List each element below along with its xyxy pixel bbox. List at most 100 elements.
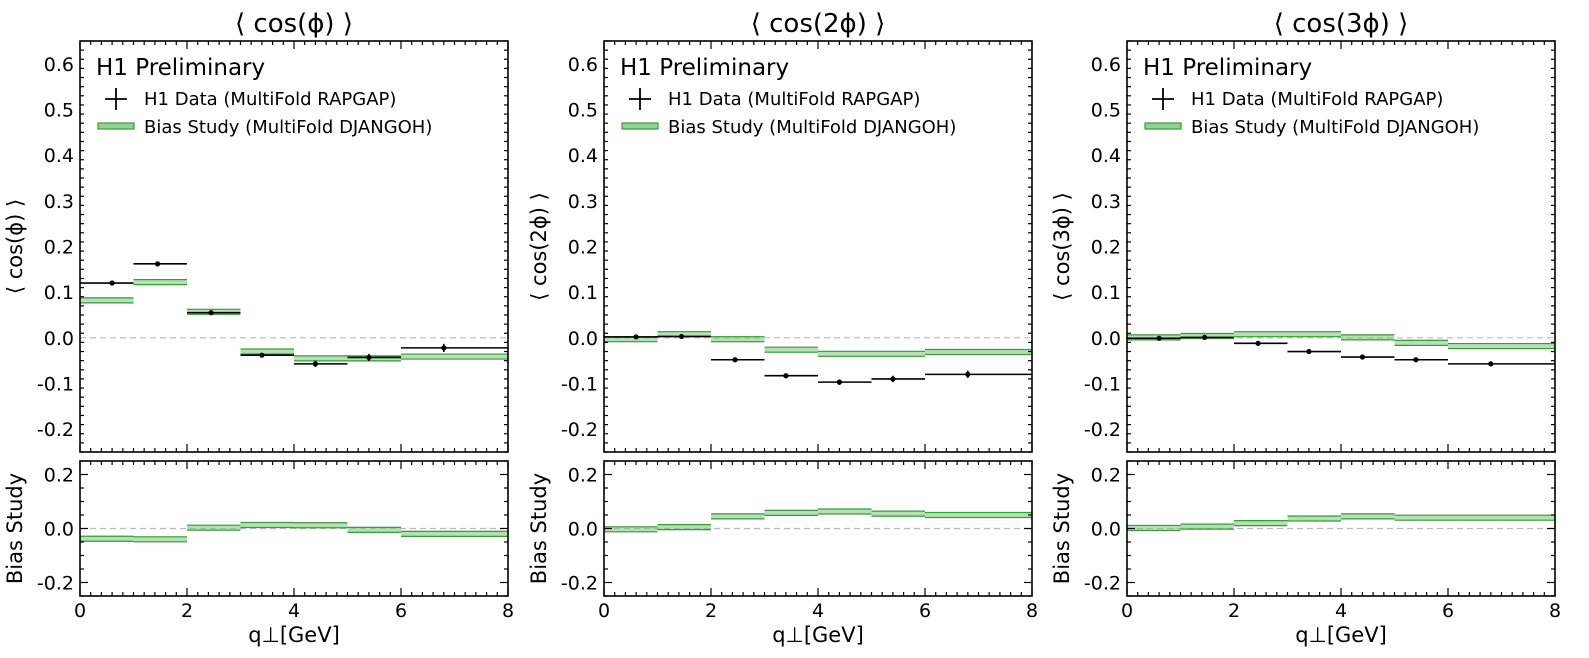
legend: H1 Data (MultiFold RAPGAP) Bias Study (Mu…: [621, 88, 956, 138]
x-tick-label: 2: [705, 600, 717, 622]
data-point: [1359, 354, 1365, 360]
legend: H1 Data (MultiFold RAPGAP) Bias Study (Mu…: [1144, 88, 1479, 138]
chart-title: ⟨ cos(2ϕ) ⟩: [751, 9, 886, 39]
ratio-y-tick-label: 0.0: [568, 519, 598, 541]
legend-bias-marker: [97, 122, 135, 130]
bias-band: [711, 336, 765, 343]
data-point: [1488, 361, 1494, 367]
ratio-band: [1394, 514, 1448, 521]
y-tick-label: 0.6: [1091, 54, 1121, 76]
ratio-y-tick-label: -0.2: [1084, 573, 1121, 595]
legend-bias-label: Bias Study (MultiFold DJANGOH): [668, 117, 956, 138]
ratio-band: [1341, 513, 1395, 520]
y-tick-label: 0.5: [1091, 100, 1121, 122]
y-tick-label: 0.4: [1091, 145, 1121, 167]
ratio-y-tick-label: 0.0: [1091, 519, 1121, 541]
chart-panel-1: ⟨ cos(ϕ) ⟩ -0.2 -0.1 0.0 0.1 0.2 0.3 0.4 0.5 0.6 -…: [3, 9, 514, 647]
bias-band: [240, 348, 294, 355]
legend-data-label: H1 Data (MultiFold RAPGAP): [668, 89, 920, 110]
y-tick-label: -0.2: [561, 419, 598, 441]
x-tick-label: 4: [812, 600, 824, 622]
ratio-band: [401, 530, 508, 537]
data-point: [890, 376, 896, 382]
ratio-band: [925, 512, 1032, 518]
y-tick-label: 0.3: [568, 191, 598, 213]
ratio-y-axis-label: Bias Study: [527, 473, 551, 584]
bias-band: [925, 348, 1032, 355]
y-tick-label: 0.2: [568, 237, 598, 259]
ratio-band: [1234, 520, 1288, 527]
y-tick-label: 0.0: [568, 328, 598, 350]
legend-bias-label: Bias Study (MultiFold DJANGOH): [1191, 117, 1479, 138]
data-point: [1255, 340, 1261, 346]
ratio-y-tick-label: 0.2: [568, 465, 598, 487]
bias-band: [604, 336, 658, 343]
x-tick-label: 0: [74, 600, 86, 622]
bias-band: [764, 346, 818, 353]
y-tick-label: 0.1: [1091, 282, 1121, 304]
y-tick-label: -0.1: [1084, 374, 1121, 396]
legend-bias-marker: [1144, 122, 1182, 130]
bias-band: [294, 355, 348, 362]
ratio-band: [818, 508, 872, 515]
y-tick-label: 0.6: [568, 54, 598, 76]
bias-band: [1287, 331, 1341, 338]
ratio-band: [871, 510, 925, 517]
y-tick-label: 0.1: [44, 282, 74, 304]
x-tick-label: 4: [288, 600, 300, 622]
x-tick-label: 2: [1228, 600, 1240, 622]
legend-data-label: H1 Data (MultiFold RAPGAP): [1191, 89, 1443, 110]
ratio-band: [347, 526, 401, 533]
bias-band: [187, 308, 241, 315]
y-tick-label: 0.4: [44, 145, 74, 167]
x-tick-label: 6: [395, 600, 407, 622]
bias-band: [347, 355, 401, 362]
y-axis-label: ⟨ cos(3ϕ) ⟩: [1050, 192, 1074, 301]
y-tick-label: 0.6: [44, 54, 74, 76]
data-point: [1201, 334, 1208, 340]
legend-bias-marker: [621, 122, 659, 130]
ratio-y-axis-label: Bias Study: [3, 473, 27, 584]
legend-data-label: H1 Data (MultiFold RAPGAP): [144, 89, 396, 110]
ratio-band: [1448, 514, 1555, 521]
x-tick-label: 6: [1442, 600, 1454, 622]
data-point: [154, 261, 161, 267]
x-axis-label: q⊥[GeV]: [772, 623, 864, 647]
y-tick-label: 0.3: [44, 191, 74, 213]
bias-band: [1234, 331, 1288, 338]
data-point: [678, 333, 685, 340]
data-point: [366, 354, 372, 361]
data-point: [783, 373, 789, 379]
ratio-band: [240, 521, 294, 528]
y-tick-label: -0.2: [1084, 419, 1121, 441]
ratio-band: [711, 513, 765, 520]
experiment-label: H1 Preliminary: [1143, 55, 1312, 81]
ratio-band: [294, 522, 348, 529]
data-point: [441, 345, 447, 351]
bias-band: [818, 350, 872, 357]
x-tick-label: 6: [919, 600, 931, 622]
x-axis-label: q⊥[GeV]: [1295, 623, 1387, 647]
data-point: [965, 371, 971, 377]
legend-bias-label: Bias Study (MultiFold DJANGOH): [144, 117, 432, 138]
data-point: [312, 361, 318, 367]
ratio-band: [1180, 523, 1234, 530]
x-tick-label: 8: [1026, 600, 1038, 622]
ratio-y-tick-label: -0.2: [561, 573, 598, 595]
y-tick-label: 0.0: [1091, 328, 1121, 350]
ratio-band: [133, 536, 187, 543]
ratio-band: [604, 526, 658, 533]
data-point: [732, 357, 738, 363]
x-tick-label: 0: [1121, 600, 1133, 622]
y-tick-label: 0.0: [44, 328, 74, 350]
bias-band: [133, 279, 187, 286]
ratio-y-tick-label: 0.2: [44, 465, 74, 487]
legend: H1 Data (MultiFold RAPGAP) Bias Study (Mu…: [97, 88, 432, 138]
bias-band: [1394, 339, 1448, 346]
bias-band: [657, 331, 711, 338]
y-axis-label: ⟨ cos(ϕ) ⟩: [3, 199, 27, 294]
ratio-band: [187, 524, 241, 531]
chart-panel-3: ⟨ cos(3ϕ) ⟩ -0.2 -0.1 0.0 0.1 0.2 0.3 0.4 0.5 0.6…: [1050, 9, 1561, 647]
y-tick-label: 0.5: [568, 100, 598, 122]
bias-band: [401, 353, 508, 360]
